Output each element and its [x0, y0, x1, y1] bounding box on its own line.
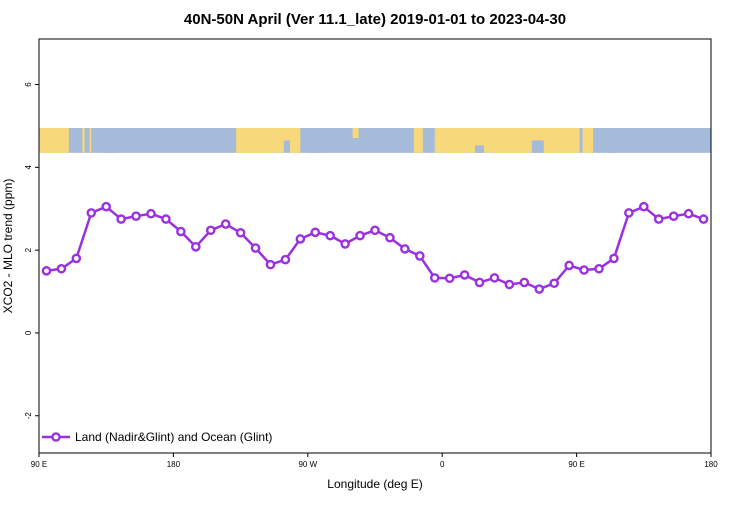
land-region — [582, 128, 594, 153]
land-region — [236, 128, 284, 153]
data-point — [683, 208, 694, 219]
data-point — [594, 263, 604, 274]
data-point — [176, 226, 186, 237]
ocean-background — [39, 128, 711, 153]
land-region — [82, 128, 85, 153]
y-tick-label: 0 — [24, 330, 33, 335]
data-point — [310, 227, 321, 238]
ocean-inlet — [307, 141, 326, 153]
legend: Land (Nadir&Glint) and Ocean (Glint) — [42, 430, 272, 444]
data-point — [235, 227, 246, 238]
data-point — [220, 219, 231, 229]
land-region — [39, 128, 69, 153]
x-tick-label: 90 E — [31, 460, 47, 469]
data-point — [41, 266, 52, 276]
series-line — [46, 205, 704, 291]
data-point — [280, 254, 291, 265]
x-axis: 90 E 180 90 W 0 90 E 180 — [31, 453, 718, 469]
ocean-inlet — [531, 140, 544, 153]
land-region — [283, 128, 290, 141]
x-tick-label: 180 — [704, 460, 718, 469]
data-point — [355, 230, 365, 241]
data-point — [549, 278, 560, 289]
data-point — [86, 208, 97, 218]
data-point — [131, 211, 141, 221]
data-point — [534, 284, 545, 294]
ocean-inlet — [606, 137, 616, 153]
y-axis-label: XCO2 - MLO trend (ppm) — [1, 179, 15, 314]
data-point — [295, 234, 306, 244]
data-point — [101, 201, 111, 212]
data-point — [474, 277, 485, 288]
data-point — [205, 225, 216, 236]
data-point — [190, 242, 201, 252]
land-region — [289, 128, 301, 153]
land-region — [352, 128, 359, 138]
data-point — [624, 208, 634, 218]
data-point — [459, 270, 470, 280]
land-region — [434, 128, 446, 153]
data-point — [385, 232, 395, 243]
x-tick-label: 180 — [167, 460, 181, 469]
data-point — [564, 260, 574, 271]
land-region — [413, 128, 423, 153]
data-point — [414, 251, 425, 261]
x-tick-label: 90 W — [298, 460, 317, 469]
data-point — [116, 214, 126, 224]
chart-title: 40N-50N April (Ver 11.1_late) 2019-01-01… — [184, 11, 566, 28]
series-layer — [41, 201, 709, 294]
legend-marker — [51, 432, 61, 442]
plot-frame — [38, 38, 712, 454]
ocean-inlet — [101, 144, 117, 153]
data-point — [429, 273, 440, 283]
legend-label: Land (Nadir&Glint) and Ocean (Glint) — [75, 430, 272, 444]
data-point — [668, 211, 679, 221]
data-point — [146, 208, 156, 219]
data-point — [698, 214, 709, 224]
data-point — [71, 253, 82, 264]
data-point — [504, 279, 515, 290]
y-tick-label: -2 — [24, 412, 33, 420]
x-tick-label: 0 — [440, 460, 445, 469]
data-point — [579, 265, 589, 275]
y-tick-label: 2 — [24, 247, 33, 252]
y-axis: -2 0 2 4 6 — [24, 82, 39, 420]
data-point — [370, 225, 380, 236]
data-point — [161, 214, 171, 224]
data-point — [639, 201, 649, 212]
y-tick-label: 4 — [24, 165, 33, 170]
data-point — [444, 273, 455, 284]
data-point — [250, 243, 261, 253]
land-region — [445, 128, 580, 153]
data-point — [340, 239, 350, 249]
x-tick-label: 90 E — [568, 460, 584, 469]
data-point — [265, 259, 276, 270]
data-point — [519, 277, 530, 288]
world-map-band — [39, 128, 711, 153]
data-point — [56, 263, 67, 274]
land-region — [89, 128, 92, 153]
data-point — [400, 244, 410, 254]
data-point — [489, 273, 500, 283]
y-tick-label: 6 — [24, 82, 33, 87]
x-axis-label: Longitude (deg E) — [327, 477, 422, 491]
data-point — [325, 230, 336, 241]
data-point — [609, 253, 619, 264]
ocean-inlet — [475, 145, 485, 153]
data-point — [653, 214, 664, 224]
